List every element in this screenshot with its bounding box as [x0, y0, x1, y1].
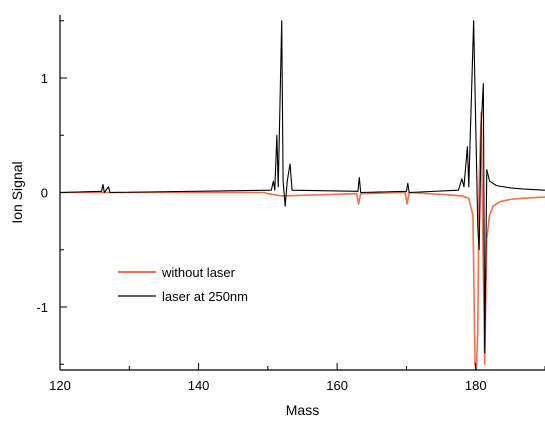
y-tick-label: 1 [41, 71, 48, 86]
series-layer [59, 20, 545, 371]
legend-label-1: without laser [161, 265, 236, 280]
legend: without laser laser at 250nm [118, 265, 248, 304]
x-tick-label: 180 [465, 378, 487, 393]
x-tick-label: 140 [188, 378, 210, 393]
legend-label-2: laser at 250nm [162, 289, 248, 304]
x-axis-title: Mass [286, 402, 319, 418]
x-tick-label: 120 [49, 378, 71, 393]
y-axis-title: Ion Signal [9, 161, 25, 223]
series-line-1 [60, 111, 545, 371]
x-tick-label: 160 [326, 378, 348, 393]
series-line-2 [59, 20, 545, 354]
axes-layer: 120 140 160 180 -1 0 1 [36, 15, 545, 393]
y-tick-label: 0 [41, 186, 48, 201]
y-tick-label: -1 [36, 300, 48, 315]
